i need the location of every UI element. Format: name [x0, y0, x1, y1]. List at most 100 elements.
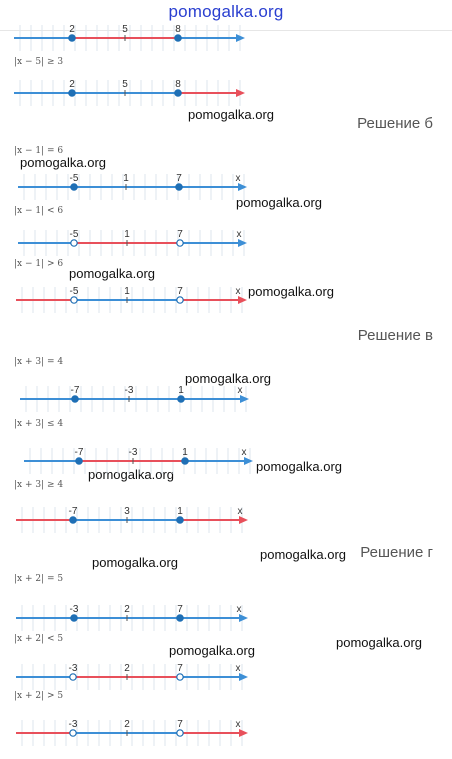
- open-point: [69, 673, 77, 681]
- open-point: [70, 296, 78, 304]
- watermark: pomogalka.org: [169, 643, 255, 658]
- inequality-label: |x − 1| = 6: [14, 146, 64, 156]
- watermark: pomogalka.org: [336, 635, 422, 650]
- tick-label: -3: [70, 604, 79, 615]
- filled-point: [68, 89, 76, 97]
- number-line: 2 5 8: [14, 79, 245, 106]
- watermark: pomogalka.org: [88, 467, 174, 482]
- watermark: pomogalka.org: [256, 459, 342, 474]
- tick-label: -7: [69, 506, 78, 517]
- filled-point: [70, 614, 78, 622]
- tick-label: 2: [124, 604, 130, 615]
- watermark: pomogalka.org: [20, 155, 106, 170]
- tick-label: x: [237, 229, 242, 240]
- filled-point: [69, 516, 77, 524]
- axis-arrow: [239, 673, 248, 681]
- number-line: -3 2 7 x: [16, 719, 248, 746]
- axis-arrow: [238, 296, 247, 304]
- number-line: -5 1 7 x: [18, 229, 247, 256]
- axis-arrow: [236, 89, 245, 97]
- filled-point: [174, 34, 182, 42]
- tick-label: 2: [69, 24, 75, 35]
- tick-label: -3: [69, 719, 78, 730]
- axis-arrow: [238, 239, 247, 247]
- tick-label: -5: [70, 173, 79, 184]
- tick-label: x: [236, 173, 241, 184]
- inequality-label: |x + 2| > 5: [14, 691, 64, 701]
- filled-point: [176, 614, 184, 622]
- heading-solution-v: Решение в: [357, 327, 433, 344]
- tick-label: -7: [75, 447, 84, 458]
- tick-label: x: [236, 663, 241, 674]
- filled-point: [175, 183, 183, 191]
- watermark: pomogalka.org: [69, 266, 155, 281]
- axis-arrow: [244, 457, 253, 465]
- watermark: pomogalka.org: [236, 195, 322, 210]
- tick-label: -3: [129, 447, 138, 458]
- tick-label: x: [236, 719, 241, 730]
- filled-point: [71, 395, 79, 403]
- tick-label: 7: [177, 663, 183, 674]
- tick-label: -3: [69, 663, 78, 674]
- tick-label: 8: [175, 79, 181, 90]
- filled-point: [176, 516, 184, 524]
- tick-label: x: [238, 385, 243, 396]
- tick-label: 7: [177, 286, 183, 297]
- number-line: -3 2 7 x: [16, 663, 248, 690]
- tick-label: 1: [123, 173, 129, 184]
- inequality-label: |x + 2| < 5: [14, 634, 64, 644]
- tick-label: 1: [124, 229, 130, 240]
- site-brand-link[interactable]: pomogalka.org: [168, 2, 284, 21]
- axis-arrow: [239, 516, 248, 524]
- axis-arrow: [239, 614, 248, 622]
- watermark: pomogalka.org: [248, 284, 334, 299]
- tick-label: 1: [177, 506, 183, 517]
- tick-label: 5: [122, 79, 128, 90]
- inequality-label: |x + 2| = 5: [14, 574, 64, 584]
- tick-label: 7: [177, 604, 183, 615]
- open-point: [176, 673, 184, 681]
- watermark: pomogalka.org: [92, 555, 178, 570]
- watermark: pomogalka.org: [260, 547, 346, 562]
- tick-label: 7: [176, 173, 182, 184]
- tick-label: -5: [70, 229, 79, 240]
- axis-arrow: [239, 729, 248, 737]
- open-point: [69, 729, 77, 737]
- tick-label: x: [242, 447, 247, 458]
- open-point: [176, 729, 184, 737]
- watermark: pomogalka.org: [188, 107, 274, 122]
- filled-point: [68, 34, 76, 42]
- axis-arrow: [238, 183, 247, 191]
- filled-point: [75, 457, 83, 465]
- tick-label: x: [238, 506, 243, 517]
- filled-point: [177, 395, 185, 403]
- inequality-label: |x + 3| ≤ 4: [14, 419, 64, 429]
- tick-label: 1: [124, 286, 130, 297]
- tick-label: 3: [124, 506, 130, 517]
- number-line: -3 2 7 x: [16, 604, 248, 631]
- tick-label: 5: [122, 24, 128, 35]
- axis-arrow: [240, 395, 249, 403]
- tick-label: 7: [177, 719, 183, 730]
- inequality-label: |x + 3| ≥ 4: [14, 480, 64, 490]
- number-line: -7 3 1 x: [16, 506, 248, 533]
- tick-label: 2: [69, 79, 75, 90]
- tick-label: x: [237, 604, 242, 615]
- tick-label: 7: [177, 229, 183, 240]
- filled-point: [174, 89, 182, 97]
- inequality-label: |x − 1| < 6: [14, 206, 64, 216]
- open-point: [70, 239, 78, 247]
- number-line: 2 5 8: [14, 24, 245, 51]
- number-line: -7 -3 1 x: [24, 447, 253, 474]
- tick-label: 2: [124, 719, 130, 730]
- tick-label: 8: [175, 24, 181, 35]
- inequality-label: |x − 1| > 6: [14, 259, 64, 269]
- tick-label: -5: [70, 286, 79, 297]
- number-line: -7 -3 1 x: [20, 385, 249, 412]
- open-point: [176, 239, 184, 247]
- inequality-label: |x + 3| = 4: [14, 357, 64, 367]
- filled-point: [70, 183, 78, 191]
- axis-arrow: [236, 34, 245, 42]
- number-line: -5 1 7 x: [18, 173, 247, 200]
